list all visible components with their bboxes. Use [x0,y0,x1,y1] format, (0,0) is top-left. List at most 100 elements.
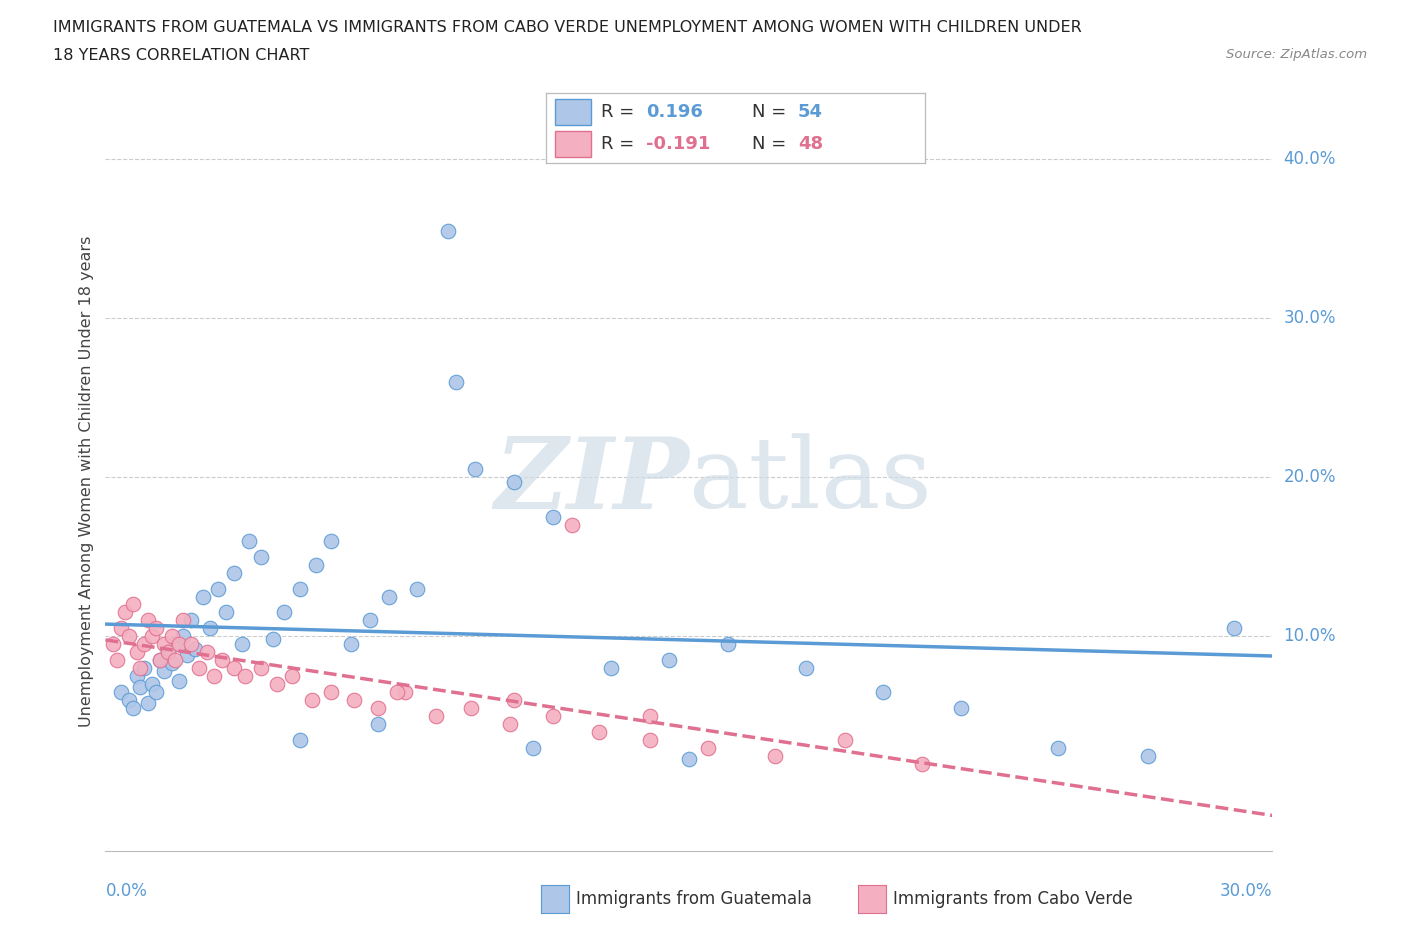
Point [195,644,218,659]
Point [156,644,179,659]
Point [872,684,894,699]
Point [367,700,389,715]
Point [149,653,172,668]
Point [600,660,623,675]
Point [499,716,522,731]
Text: atlas: atlas [689,433,932,529]
Point [118,629,141,644]
Point [697,740,720,755]
Point [136,613,159,628]
FancyBboxPatch shape [555,99,591,126]
Point [588,724,610,739]
Point [1047,740,1070,755]
Point [561,518,583,533]
Point [250,660,273,675]
Point [343,693,366,708]
Text: N =: N = [752,103,793,121]
Text: Immigrants from Cabo Verde: Immigrants from Cabo Verde [893,890,1133,909]
Point [238,534,260,549]
Point [180,637,202,652]
Point [231,637,253,652]
Point [222,565,245,580]
Point [763,748,786,763]
Point [425,709,447,724]
Point [134,660,156,675]
Point [794,660,817,675]
Point [522,740,544,755]
Text: ZIP: ZIP [494,433,689,529]
Point [266,676,288,691]
Point [304,557,326,572]
Point [1136,748,1159,763]
Point [165,637,187,652]
Point [638,732,661,747]
Point [301,693,323,708]
Point [129,680,152,695]
Point [149,653,172,668]
Point [460,700,482,715]
Point [464,462,486,477]
Point [250,550,273,565]
Point [191,589,214,604]
Point [359,613,381,628]
Point [187,660,209,675]
Point [125,644,148,659]
Point [202,669,225,684]
Point [141,676,163,691]
Point [235,669,257,684]
Point [153,664,174,679]
Point [319,534,342,549]
Point [121,597,143,612]
Text: 40.0%: 40.0% [1284,151,1336,168]
Point [503,474,526,489]
Point [103,637,125,652]
Point [180,613,202,628]
Point [145,621,167,636]
FancyBboxPatch shape [555,131,591,157]
Point [118,693,141,708]
Y-axis label: Unemployment Among Women with Children Under 18 years: Unemployment Among Women with Children U… [79,235,94,727]
Point [273,605,295,620]
Point [172,613,194,628]
Point [1222,621,1244,636]
Point [169,673,191,688]
Point [717,637,740,652]
Point [169,637,191,652]
Point [541,709,564,724]
Point [125,669,148,684]
Point [436,223,458,238]
Point [288,732,311,747]
Text: -0.191: -0.191 [647,135,710,153]
Text: Source: ZipAtlas.com: Source: ZipAtlas.com [1226,48,1367,61]
Point [145,684,167,699]
Point [503,693,526,708]
Point [176,648,198,663]
Point [834,732,856,747]
Point [215,605,238,620]
Text: 10.0%: 10.0% [1284,628,1336,645]
Point [385,684,409,699]
Point [211,653,233,668]
Point [153,637,174,652]
Point [114,605,136,620]
Point [200,621,222,636]
Point [105,653,128,668]
Point [319,684,342,699]
Point [281,669,304,684]
Text: 54: 54 [799,103,823,121]
Text: 30.0%: 30.0% [1284,310,1336,327]
Text: 0.196: 0.196 [647,103,703,121]
Point [378,589,401,604]
Point [160,656,183,671]
Point [136,696,159,711]
Point [658,653,681,668]
Point [394,684,416,699]
Point [165,653,187,668]
Point [444,375,467,390]
Point [339,637,361,652]
Point [911,756,934,771]
Point [134,637,156,652]
Text: 0.0%: 0.0% [105,882,148,899]
Text: 18 YEARS CORRELATION CHART: 18 YEARS CORRELATION CHART [53,48,309,63]
Point [156,644,179,659]
